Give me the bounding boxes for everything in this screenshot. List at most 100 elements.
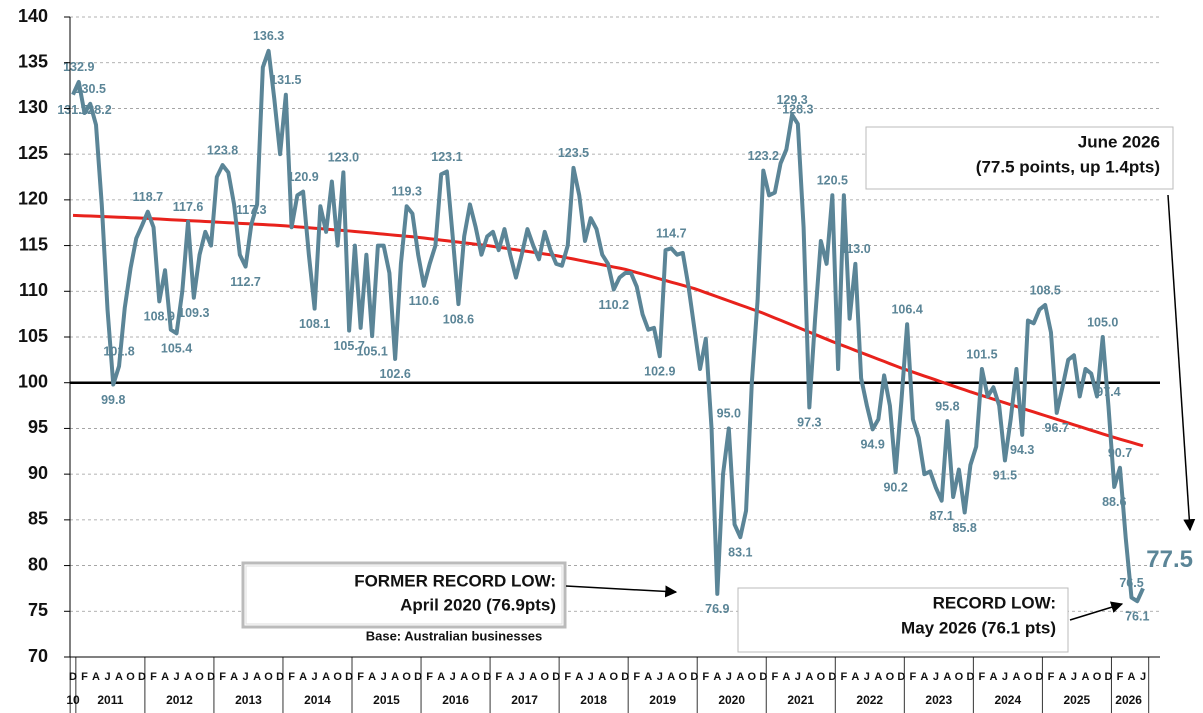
x-tick-label: A [851, 671, 859, 683]
data-label: 128.2 [80, 103, 111, 117]
x-tick-label: F [1048, 671, 1055, 683]
x-tick-label: F [81, 671, 88, 683]
x-tick-label: A [506, 671, 514, 683]
x-tick-label: J [381, 671, 387, 683]
x-group-label: 2011 [97, 693, 123, 707]
data-label: 118.7 [132, 190, 163, 204]
annotation: (77.5 points, up 1.4pts) [976, 157, 1160, 176]
x-tick-label: J [1140, 671, 1146, 683]
x-tick-label: A [989, 671, 997, 683]
x-tick-label: A [253, 671, 261, 683]
x-tick-label: D [1035, 671, 1043, 683]
data-label: 113.0 [840, 242, 871, 256]
y-tick-label: 120 [18, 189, 48, 209]
x-tick-label: A [299, 671, 307, 683]
x-tick-label: D [759, 671, 767, 683]
data-label: 90.2 [883, 481, 907, 495]
annotation-box [241, 561, 567, 629]
annotation: May 2026 (76.1 pts) [901, 618, 1056, 637]
x-tick-label: D [897, 671, 905, 683]
data-label: 112.7 [230, 275, 261, 289]
data-label: 117.6 [173, 200, 204, 214]
x-tick-label: O [748, 671, 757, 683]
data-label: 87.1 [929, 509, 953, 523]
x-tick-label: O [1093, 671, 1102, 683]
x-group-label: 2024 [994, 693, 1021, 707]
annotation: April 2020 (76.9pts) [400, 595, 556, 614]
x-tick-label: A [92, 671, 100, 683]
x-tick-label: A [460, 671, 468, 683]
x-tick-label: F [564, 671, 571, 683]
data-label: 131.5 [57, 103, 88, 117]
x-tick-label: J [173, 671, 179, 683]
data-label: 91.5 [993, 469, 1017, 483]
x-tick-label: D [69, 671, 77, 683]
annotation-box [737, 587, 1069, 653]
data-label: 99.8 [101, 393, 125, 407]
x-group-label: 2026 [1115, 693, 1142, 707]
data-label: 123.2 [748, 149, 779, 163]
labels: 131.5132.9130.5128.299.8101.8118.7108.91… [57, 29, 1193, 623]
data-label: 110.6 [409, 294, 440, 308]
x-tick-label: J [864, 671, 870, 683]
data-label: 123.8 [207, 143, 238, 157]
x-tick-label: F [979, 671, 986, 683]
x-tick-label: F [633, 671, 640, 683]
y-tick-label: 140 [18, 6, 48, 26]
x-tick-label: A [391, 671, 399, 683]
x-tick-label: D [138, 671, 146, 683]
annotation-box [245, 565, 563, 625]
series-line [71, 48, 1145, 604]
data-label: 105.7 [333, 339, 364, 353]
trend-line [72, 213, 1144, 448]
x-tick-label: A [644, 671, 652, 683]
x-tick-label: F [1117, 671, 1124, 683]
data-label: 132.9 [63, 60, 94, 74]
x-tick-label: A [943, 671, 951, 683]
data-label: 90.7 [1108, 446, 1132, 460]
data-label: 128.3 [782, 102, 813, 116]
data-label: 106.4 [891, 302, 922, 316]
x-tick-label: A [782, 671, 790, 683]
x-group-label: 2020 [718, 693, 745, 707]
annotation: FORMER RECORD LOW: [354, 571, 556, 590]
grid [70, 16, 1160, 658]
x-tick-label: A [920, 671, 928, 683]
data-label: 83.1 [728, 546, 752, 560]
x-tick-label: O [264, 671, 273, 683]
x-tick-label: O [540, 671, 549, 683]
data-label: 119.3 [391, 185, 422, 199]
data-label: 85.8 [952, 521, 976, 535]
y-tick-label: 70 [28, 646, 48, 666]
annotation: June 2026 [1078, 132, 1160, 151]
x-tick-label: O [471, 671, 480, 683]
x-group-label: 2023 [925, 693, 952, 707]
data-label: 117.3 [236, 203, 267, 217]
x-tick-label: O [886, 671, 895, 683]
annotation: RECORD LOW: [933, 593, 1056, 612]
data-label: 136.3 [253, 29, 284, 43]
data-label: 105.0 [1087, 315, 1118, 329]
y-tick-label: 105 [18, 326, 48, 346]
x-tick-label: A [1081, 671, 1089, 683]
x-tick-label: A [598, 671, 606, 683]
x-tick-label: D [483, 671, 491, 683]
data-label: 108.1 [299, 317, 330, 331]
data-label: 101.5 [966, 347, 997, 361]
x-tick-label: A [322, 671, 330, 683]
x-tick-label: F [910, 671, 917, 683]
arrow [1167, 194, 1196, 532]
data-label: 130.5 [75, 82, 106, 96]
data-label: 76.1 [1125, 610, 1149, 624]
data-label: 114.7 [656, 227, 687, 241]
data-label: 77.5 [1146, 546, 1193, 573]
x-tick-label: F [771, 671, 778, 683]
x-tick-label: J [519, 671, 525, 683]
x-group-label: 2014 [304, 693, 331, 707]
data-label: 102.6 [380, 367, 411, 381]
y-tick-label: 95 [28, 417, 48, 437]
x-tick-label: F [702, 671, 709, 683]
y-tick-label: 110 [19, 280, 48, 300]
data-label: 108.9 [144, 310, 175, 324]
